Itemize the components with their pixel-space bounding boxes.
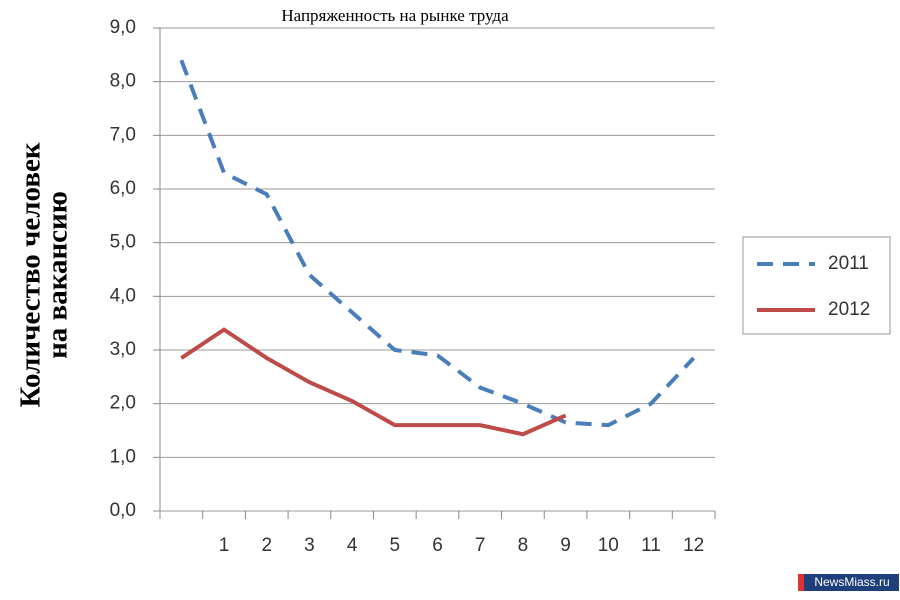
y-tick-label: 7,0	[110, 124, 136, 145]
y-tick-label: 8,0	[110, 71, 136, 92]
x-tick-label: 4	[347, 535, 358, 556]
x-tick-label: 12	[683, 535, 704, 556]
x-tick-label: 10	[598, 535, 619, 556]
y-tick-label: 6,0	[110, 178, 136, 199]
y-axis-label: Количество человек	[15, 142, 47, 407]
chart-title: Напряженность на рынке труда	[281, 6, 509, 25]
x-tick-label: 1	[219, 535, 230, 556]
x-tick-label: 5	[390, 535, 401, 556]
watermark-box	[798, 574, 899, 591]
x-tick-label: 11	[641, 535, 661, 556]
x-tick-label: 3	[304, 535, 315, 556]
x-tick-label: 8	[518, 535, 529, 556]
y-tick-label: 2,0	[110, 393, 136, 414]
watermark-accent	[798, 574, 804, 591]
y-tick-label: 1,0	[110, 446, 136, 467]
y-tick-label: 3,0	[110, 339, 136, 360]
legend-label: 2011	[828, 253, 869, 274]
watermark: NewsMiass.ru	[814, 575, 889, 589]
legend-label: 2012	[828, 299, 870, 320]
x-tick-label: 2	[261, 535, 272, 556]
legend-box	[742, 236, 891, 335]
x-tick-label: 7	[475, 535, 486, 556]
series-line	[180, 327, 567, 437]
series-line	[179, 59, 696, 428]
y-tick-label: 5,0	[110, 232, 136, 253]
y-tick-label: 4,0	[110, 285, 136, 306]
y-tick-label: 9,0	[110, 17, 136, 38]
y-tick-label: 0,0	[110, 500, 136, 521]
x-tick-label: 6	[432, 535, 443, 556]
x-tick-label: 9	[560, 535, 571, 556]
y-axis-label: на вакансию	[42, 191, 74, 359]
